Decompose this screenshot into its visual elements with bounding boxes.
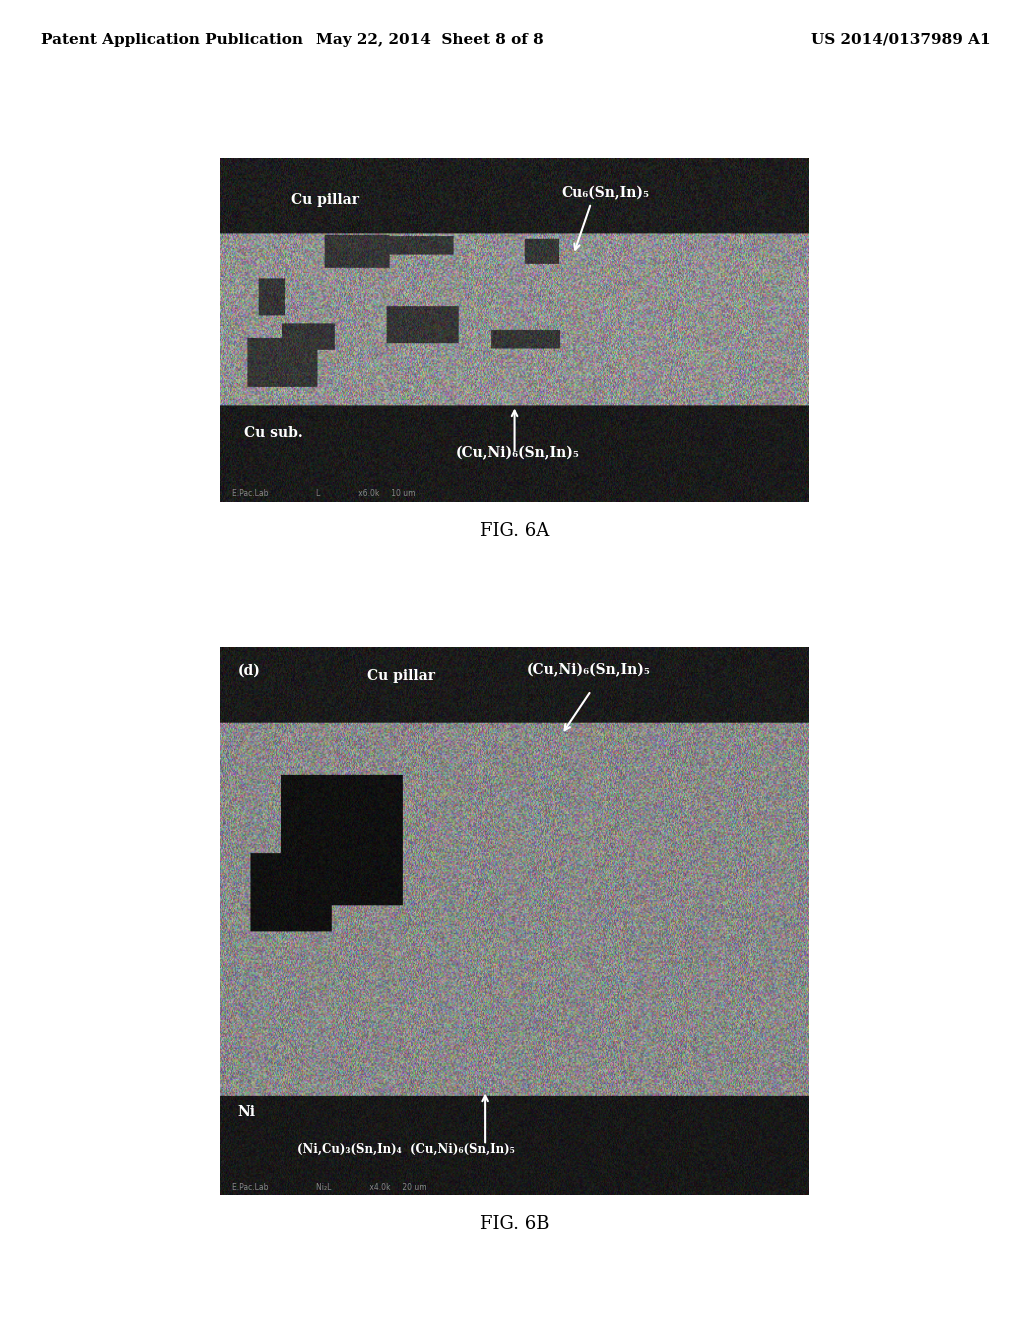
Text: Ni: Ni: [238, 1105, 256, 1119]
Text: FIG. 6B: FIG. 6B: [480, 1216, 549, 1233]
Text: (Ni,Cu)₃(Sn,In)₄  (Cu,Ni)₆(Sn,In)₅: (Ni,Cu)₃(Sn,In)₄ (Cu,Ni)₆(Sn,In)₅: [297, 1143, 514, 1156]
Text: Patent Application Publication: Patent Application Publication: [41, 33, 303, 48]
Text: Cu₆(Sn,In)₅: Cu₆(Sn,In)₅: [561, 186, 649, 201]
Text: US 2014/0137989 A1: US 2014/0137989 A1: [811, 33, 991, 48]
Text: Cu sub.: Cu sub.: [244, 426, 302, 440]
Text: (Cu,Ni)₆(Sn,In)₅: (Cu,Ni)₆(Sn,In)₅: [526, 663, 650, 677]
Text: E.Pac.Lab                    L                x6.0k     10 um: E.Pac.Lab L x6.0k 10 um: [231, 490, 416, 498]
Text: E.Pac.Lab                    Ni₂L                x4.0k     20 um: E.Pac.Lab Ni₂L x4.0k 20 um: [231, 1183, 427, 1192]
Text: (Cu,Ni)₆(Sn,In)₅: (Cu,Ni)₆(Sn,In)₅: [456, 446, 580, 461]
Text: May 22, 2014  Sheet 8 of 8: May 22, 2014 Sheet 8 of 8: [316, 33, 544, 48]
Text: FIG. 6A: FIG. 6A: [480, 523, 549, 540]
Text: Cu pillar: Cu pillar: [291, 193, 358, 207]
Text: (d): (d): [238, 663, 261, 677]
Text: Cu pillar: Cu pillar: [368, 669, 435, 682]
